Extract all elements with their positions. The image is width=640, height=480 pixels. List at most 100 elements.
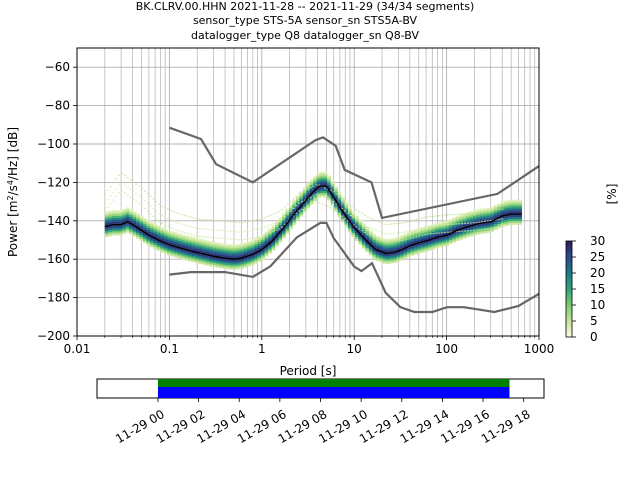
density-cell bbox=[306, 183, 311, 186]
density-cell bbox=[337, 209, 342, 212]
density-cell-faint bbox=[486, 227, 489, 230]
density-cell bbox=[195, 237, 199, 241]
density-cell-faint bbox=[458, 230, 461, 233]
density-cell bbox=[379, 242, 384, 246]
density-cell bbox=[261, 245, 265, 248]
density-cell bbox=[490, 206, 495, 209]
density-cell bbox=[191, 260, 196, 263]
density-cell bbox=[118, 210, 123, 213]
density-cell bbox=[403, 233, 408, 236]
density-cell bbox=[191, 256, 196, 259]
density-cell-faint bbox=[492, 227, 495, 229]
density-cell bbox=[198, 238, 203, 241]
density-cell bbox=[295, 212, 300, 215]
density-cell-faint bbox=[120, 182, 123, 184]
density-cell bbox=[264, 248, 269, 251]
density-cell bbox=[358, 229, 363, 232]
density-cell bbox=[382, 253, 387, 256]
density-cell bbox=[202, 241, 206, 244]
density-cell bbox=[323, 177, 328, 180]
density-cell bbox=[264, 250, 269, 253]
density-cell bbox=[257, 257, 262, 260]
density-cell bbox=[372, 233, 377, 236]
density-cell bbox=[500, 209, 505, 212]
density-cell bbox=[153, 233, 158, 236]
density-cell bbox=[414, 244, 418, 247]
density-cell bbox=[281, 236, 286, 239]
density-cell bbox=[139, 234, 144, 238]
colorbar-gradient bbox=[565, 240, 573, 338]
density-cell bbox=[511, 216, 516, 220]
density-cell bbox=[400, 241, 404, 244]
density-cell bbox=[167, 247, 172, 250]
density-cell-faint bbox=[255, 228, 258, 231]
y-tick-label: −160 bbox=[37, 252, 70, 266]
density-cell bbox=[344, 204, 349, 207]
density-cell-faint bbox=[495, 226, 498, 228]
density-cell bbox=[174, 247, 179, 250]
density-cell bbox=[341, 212, 345, 215]
density-cell-faint bbox=[361, 230, 364, 232]
density-cell bbox=[243, 246, 248, 249]
x-tick-label: 10 bbox=[347, 342, 362, 356]
density-cell bbox=[167, 237, 172, 241]
density-cell bbox=[111, 219, 116, 222]
x-tick-label: 0.01 bbox=[64, 342, 91, 356]
density-cell bbox=[132, 228, 137, 231]
density-cell bbox=[271, 244, 276, 247]
density-cell bbox=[236, 246, 241, 249]
density-cell bbox=[375, 237, 380, 240]
density-cell bbox=[348, 230, 352, 233]
density-cell-faint bbox=[112, 182, 115, 184]
density-cell bbox=[316, 176, 321, 179]
density-cell bbox=[396, 240, 401, 243]
density-cell bbox=[462, 217, 467, 220]
density-cell bbox=[170, 246, 175, 249]
density-cell bbox=[459, 214, 463, 217]
density-cell bbox=[233, 259, 238, 263]
density-cell bbox=[222, 262, 227, 266]
density-cell bbox=[271, 227, 276, 230]
density-cell bbox=[229, 267, 234, 270]
density-cell bbox=[452, 225, 457, 228]
density-cell-faint bbox=[432, 225, 435, 227]
density-cell bbox=[271, 246, 276, 249]
density-cell bbox=[233, 248, 238, 251]
density-cell bbox=[361, 223, 366, 226]
density-cell bbox=[368, 253, 373, 256]
density-cell-faint bbox=[372, 236, 375, 238]
density-cell bbox=[473, 233, 477, 236]
density-cell bbox=[323, 191, 328, 194]
density-cell-faint bbox=[283, 223, 286, 225]
plot-frame bbox=[76, 47, 540, 337]
density-cell bbox=[163, 246, 168, 249]
density-cell bbox=[257, 255, 262, 258]
density-cell bbox=[486, 228, 491, 231]
density-cell-faint bbox=[435, 215, 438, 217]
density-cell bbox=[469, 213, 474, 216]
density-cell bbox=[209, 247, 213, 250]
density-cell bbox=[156, 244, 161, 247]
density-cell bbox=[160, 246, 165, 249]
density-cell bbox=[327, 194, 331, 197]
density-cell bbox=[250, 247, 255, 250]
density-cell-faint bbox=[246, 230, 249, 232]
density-cell bbox=[219, 247, 224, 250]
density-cell bbox=[400, 246, 404, 249]
density-cell-faint bbox=[478, 211, 481, 214]
density-cell bbox=[261, 243, 265, 246]
density-cell bbox=[410, 242, 415, 245]
density-cell bbox=[205, 246, 210, 249]
density-cell bbox=[146, 226, 151, 229]
density-cell-faint bbox=[272, 213, 275, 215]
density-cell-faint bbox=[103, 210, 106, 212]
density-cell bbox=[379, 237, 384, 240]
density-cell bbox=[358, 238, 363, 241]
density-cell bbox=[288, 204, 293, 207]
density-cell bbox=[191, 240, 196, 244]
density-cell bbox=[445, 230, 450, 233]
density-cell bbox=[129, 220, 133, 223]
density-cell-faint bbox=[132, 198, 135, 200]
density-cell bbox=[163, 251, 168, 254]
density-cell-faint bbox=[232, 238, 235, 240]
